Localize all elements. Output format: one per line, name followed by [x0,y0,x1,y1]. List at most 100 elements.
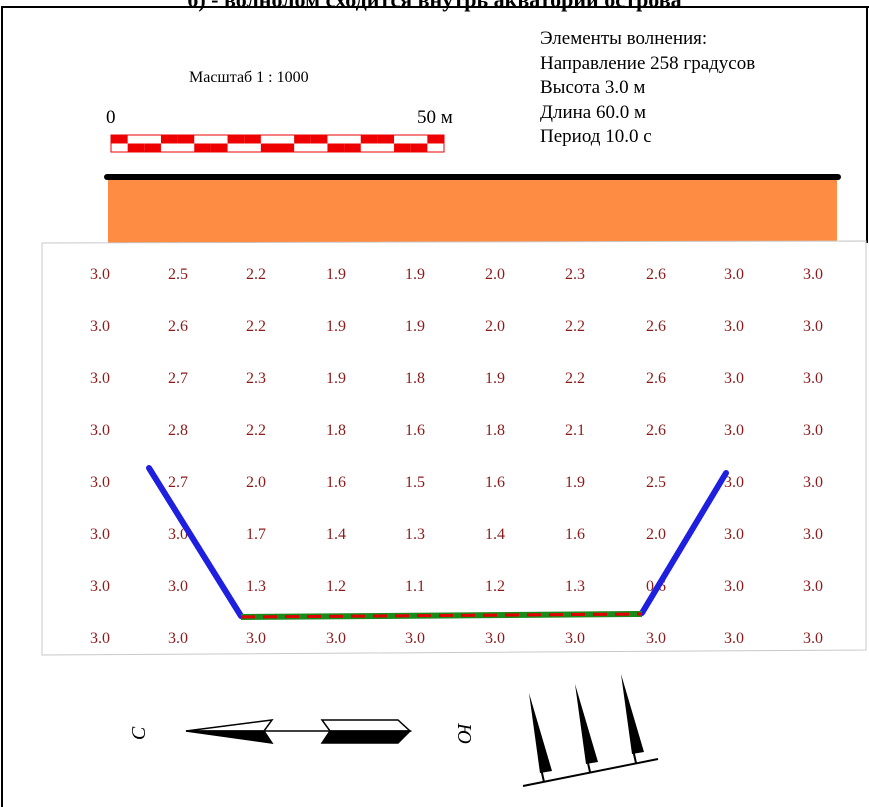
compass-north-label: С [128,726,151,741]
grid-cell-value: 2.1 [565,422,585,439]
grid-cell-value: 1.8 [326,422,346,439]
scale-segment [394,143,411,152]
grid-cell-value: 3.0 [724,370,744,387]
scale-segment [360,135,378,144]
grid-cell-value: 1.3 [246,578,266,595]
grid-cell-value: 1.3 [565,578,585,595]
grid-cell-value: 1.2 [485,578,505,595]
scale-segment [144,143,161,152]
grid-cell-value: 3.0 [724,422,744,439]
grid-cell-value: 1.6 [485,474,505,491]
grid-cell-value: 3.0 [90,578,110,595]
grid-cell-value: 1.6 [565,526,585,543]
grid-cell-value: 1.9 [485,370,505,387]
grid-cell-value: 3.0 [90,630,110,647]
scale-segment [427,135,444,144]
grid-cell-value: 3.0 [724,266,744,283]
scale-start-label: 0 [106,107,116,128]
grid-cell-value: 3.0 [168,630,188,647]
grid-cell-value: 3.0 [803,422,823,439]
breakwater-left-arm [146,465,244,619]
grid-cell-value: 1.9 [326,266,346,283]
grid-cell-value: 1.9 [565,474,585,491]
compass-north-head-upper [185,719,274,732]
grid-cell-value: 2.6 [168,318,188,335]
grid-cell-value: 2.5 [646,474,666,491]
wave-height: Высота 3.0 м [540,77,646,98]
wave-length: Длина 60.0 м [540,101,646,123]
grid-cell-value: 2.2 [246,318,266,335]
grid-cell-value: 2.6 [646,422,666,439]
scale-segment [377,135,395,144]
scale-segment [127,143,145,152]
grid-cell-value: 3.0 [724,578,744,595]
wave-front-line [522,758,659,787]
compass-south-label: Ю [452,723,475,744]
wave-arrow-3 [621,674,644,754]
scale-segment [194,143,211,152]
grid-cell-value: 3.0 [803,526,823,543]
wave-elements: Элементы волнения: Направление 258 граду… [540,27,755,150]
compass-tail-lower [320,730,412,744]
grid-cell-value: 1.9 [405,318,425,335]
grid-cell-value: 2.2 [565,370,585,387]
grid-cell-value: 3.0 [646,630,666,647]
grid-cell-value: 1.4 [326,526,346,543]
compass-north-head-lower [185,730,274,744]
grid-cell-value: 3.0 [168,526,188,543]
grid-cell-value: 3.0 [90,474,110,491]
grid-cell-value: 3.0 [803,474,823,491]
wave-period: Период 10.0 с [540,126,652,147]
wave-height-grid: 3.0 2.5 2.2 1.9 1.9 2.0 2.3 2.6 3.0 3.0 3.0 2.6 2.2 1… [90,266,823,647]
grid-cell-value: 2.0 [246,474,266,491]
grid-cell-value: 1.4 [485,526,505,543]
compass-tail-upper [320,719,412,732]
scale-segment [177,135,195,144]
grid-cell-value: 3.0 [90,370,110,387]
scale-segment [310,135,328,144]
grid-cell-value: 3.0 [724,318,744,335]
grid-cell-value: 3.0 [90,266,110,283]
grid-cell-value: 1.5 [405,474,425,491]
grid-cell-value: 2.7 [168,370,188,387]
grid-cell-value: 2.3 [246,370,266,387]
wave-direction: Направление 258 градусов [540,52,756,74]
grid-cell-value: 1.6 [326,474,346,491]
island-land [108,177,837,243]
grid-cell-value: 1.9 [326,318,346,335]
grid-cell-value: 2.0 [485,266,505,283]
grid-cell-value: 2.8 [168,422,188,439]
grid-cell-value: 1.7 [246,526,266,543]
compass-arrow [185,719,412,744]
scale-segment [294,135,311,144]
grid-cell-value: 2.2 [246,266,266,283]
grid-cell-value: 3.0 [803,578,823,595]
wave-arrow-2 [575,684,598,764]
grid-cell-value: 1.9 [326,370,346,387]
grid-cell-value: 1.6 [405,422,425,439]
grid-cell-value: 3.0 [803,630,823,647]
grid-cell-value: 3.0 [485,630,505,647]
grid-cell-value: 1.1 [405,578,425,595]
breakwater [146,465,729,620]
breakwater-bottom-dash [240,612,643,619]
grid-cell-value: 2.0 [485,318,505,335]
grid-cell-value: 1.9 [405,266,425,283]
grid-cell-value: 3.0 [724,630,744,647]
grid-cell-value: 3.0 [90,318,110,335]
scale-segment [410,143,428,152]
grid-cell-value: 2.7 [168,474,188,491]
scale-segment [160,135,178,144]
grid-cell-value: 3.0 [803,370,823,387]
grid-cell-value: 3.0 [803,318,823,335]
grid-cell-value: 1.8 [405,370,425,387]
grid-cell-value: 1.8 [485,422,505,439]
scale-segment [277,143,295,152]
scale-segment [344,143,361,152]
grid-cell-value: 1.2 [326,578,346,595]
scale-segment [244,135,261,144]
grid-cell-value: 2.6 [646,318,666,335]
grid-cell-value: 3.0 [405,630,425,647]
water-area [41,240,867,656]
